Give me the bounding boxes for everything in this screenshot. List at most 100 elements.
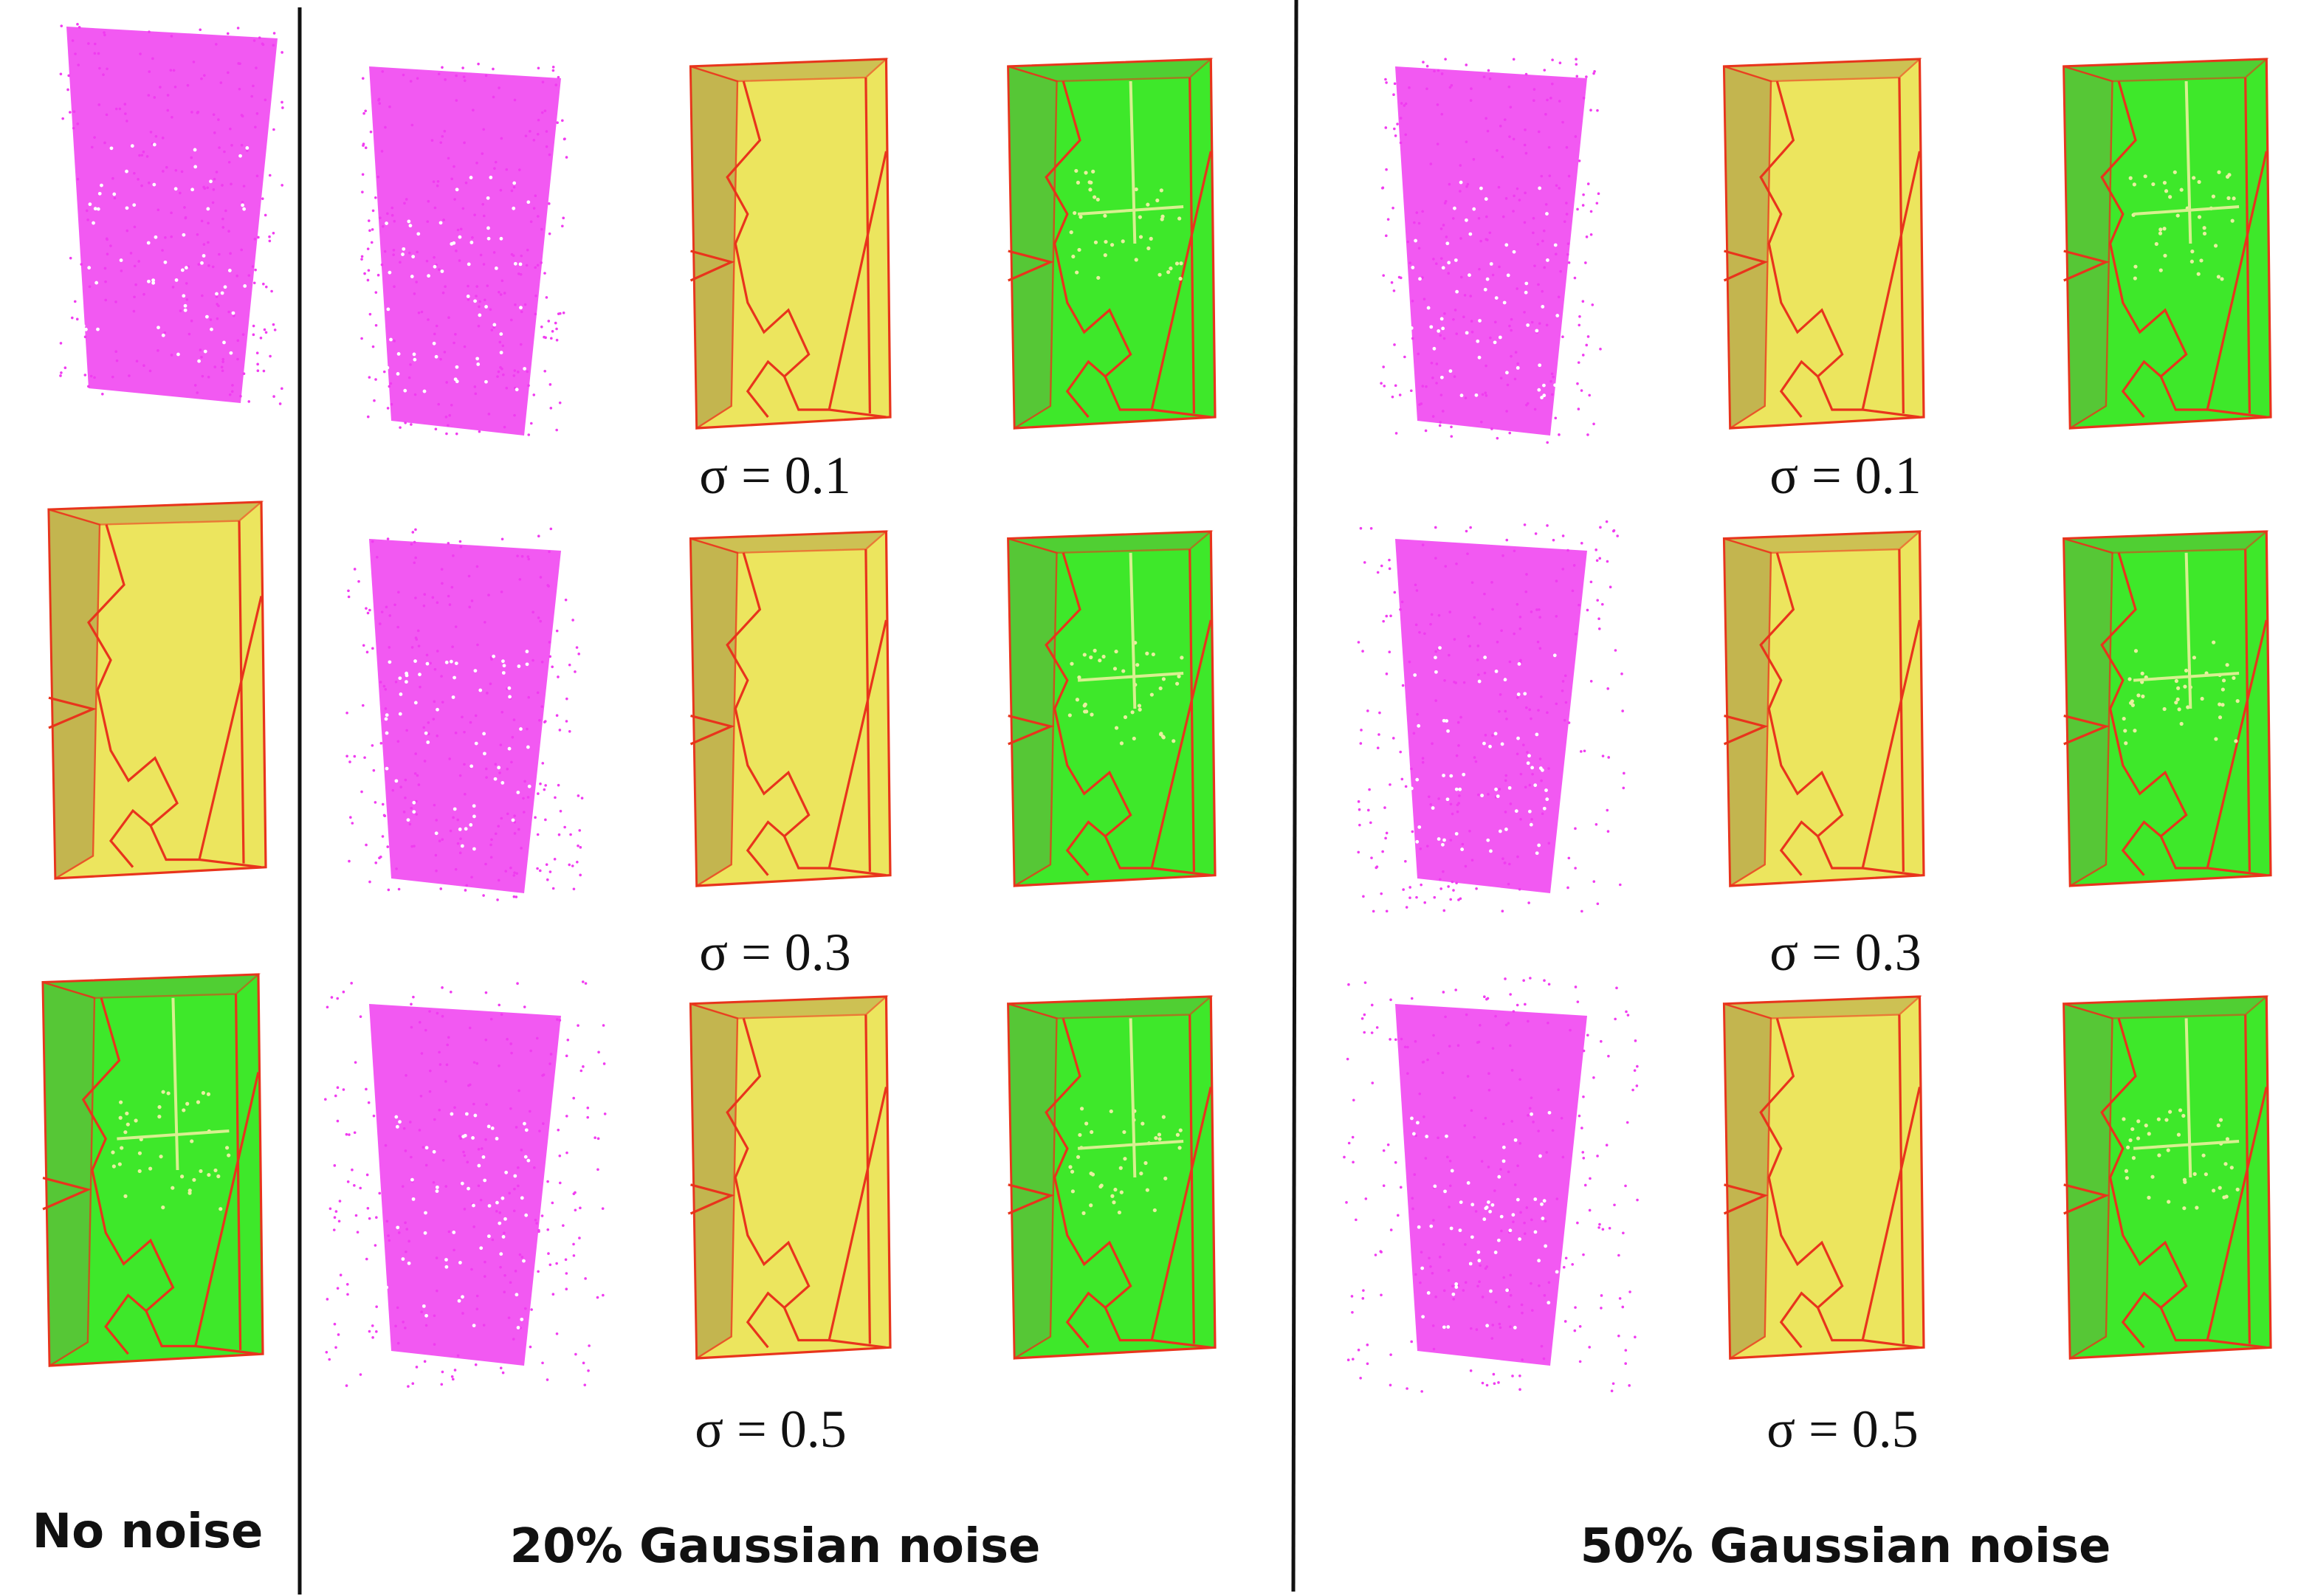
cloud-gap (1506, 273, 1510, 278)
cloud-gap (1459, 180, 1463, 185)
cloud-gap (1547, 1301, 1551, 1305)
cloud-point (548, 550, 551, 554)
cloud-point (409, 80, 413, 83)
gap (2176, 686, 2181, 690)
cloud-point (253, 238, 257, 241)
cloud-point (1578, 603, 1580, 607)
gap (1114, 726, 1119, 730)
cloud-point (447, 316, 450, 320)
cloud-point (1439, 887, 1442, 890)
cloud-point (1564, 701, 1568, 704)
cloud-gap (94, 281, 99, 285)
gap (1067, 713, 1072, 718)
gap (1109, 1109, 1113, 1114)
cloud-gap (1507, 785, 1512, 790)
cloud-point (1485, 1383, 1489, 1387)
cloud-gap (385, 713, 389, 717)
cloud-point (444, 285, 447, 288)
cloud-point (254, 125, 257, 128)
cloud-point (1393, 127, 1396, 131)
cloud-point (142, 364, 145, 368)
gap (2195, 1205, 2199, 1210)
cloud-point (148, 181, 151, 185)
cloud-point (459, 227, 463, 231)
cloud-point (381, 835, 385, 838)
gap (2123, 729, 2127, 733)
cloud-point (1486, 129, 1490, 133)
cloud-point (166, 109, 170, 112)
cloud-point (498, 340, 502, 344)
cloud-point (565, 720, 568, 723)
cloud-point (482, 263, 486, 266)
cloud-point (1421, 385, 1425, 388)
cloud-point (485, 776, 488, 779)
cloud-point (1522, 743, 1525, 746)
gap (1178, 276, 1183, 281)
cloud-point (134, 283, 137, 286)
cloud-gap (395, 1124, 399, 1129)
cloud-gap (1432, 346, 1437, 351)
cloud-point (1561, 568, 1565, 571)
cloud-gap (241, 203, 244, 207)
cloud-point (1518, 1078, 1521, 1081)
gap (2218, 1186, 2222, 1190)
cloud-body (1395, 1004, 1587, 1366)
gap (137, 1169, 142, 1174)
gap (1078, 1132, 1082, 1138)
cloud-point (441, 701, 444, 704)
cloud-gap (433, 264, 437, 269)
cloud-point (441, 1370, 444, 1374)
cloud-point (432, 1180, 436, 1184)
gap (1089, 655, 1093, 660)
cloud-point (572, 1192, 576, 1196)
cloud-point (544, 818, 547, 822)
cloud-point (1585, 75, 1588, 78)
cloud-point (230, 144, 233, 147)
cloud-point (458, 540, 462, 543)
cloud-point (452, 554, 455, 557)
cloud-point (474, 714, 478, 718)
cloud-point (1576, 382, 1579, 385)
cloud-point (497, 878, 500, 882)
cloud-point (1555, 702, 1558, 706)
cloud-point (490, 838, 493, 842)
cloud-point (546, 1180, 549, 1183)
cloud-point (441, 1014, 444, 1018)
cloud-point (392, 253, 395, 256)
cloud-point (602, 1024, 605, 1027)
side-face (1007, 65, 1058, 430)
cloud-gap (493, 777, 498, 781)
cloud-point (436, 1011, 439, 1015)
cloud-point (1450, 435, 1454, 438)
cloud-point (1546, 711, 1549, 715)
cloud-point (170, 235, 173, 238)
cloud-point (543, 720, 546, 723)
cloud-point (513, 814, 516, 817)
cloud-point (164, 235, 167, 239)
cloud-gap (396, 1225, 400, 1230)
side-face (2063, 537, 2113, 888)
gap (1157, 272, 1162, 277)
edge (1008, 250, 1054, 282)
cloud-point (1469, 1327, 1473, 1330)
cloud-point (1458, 794, 1461, 797)
cloud-point (1485, 215, 1488, 219)
gap (227, 1153, 231, 1158)
cloud-gap (523, 1155, 528, 1159)
cloud-gap (1555, 314, 1560, 317)
gap (2143, 174, 2147, 179)
gap (1087, 180, 1092, 185)
cloud-point (1370, 1003, 1374, 1007)
cloud-point (333, 1322, 337, 1326)
cloud-point (534, 312, 537, 316)
cloud-point (450, 403, 453, 407)
cloud-point (1607, 756, 1611, 759)
segmented-model (2063, 530, 2272, 888)
cloud-gap (1477, 1259, 1482, 1263)
sigma-label: σ = 0.3 (699, 923, 850, 982)
cloud-point (1394, 1038, 1397, 1042)
cloud-point (337, 1333, 340, 1336)
cloud-point (508, 1191, 511, 1195)
cloud-point (453, 198, 456, 201)
cloud-point (452, 816, 455, 819)
